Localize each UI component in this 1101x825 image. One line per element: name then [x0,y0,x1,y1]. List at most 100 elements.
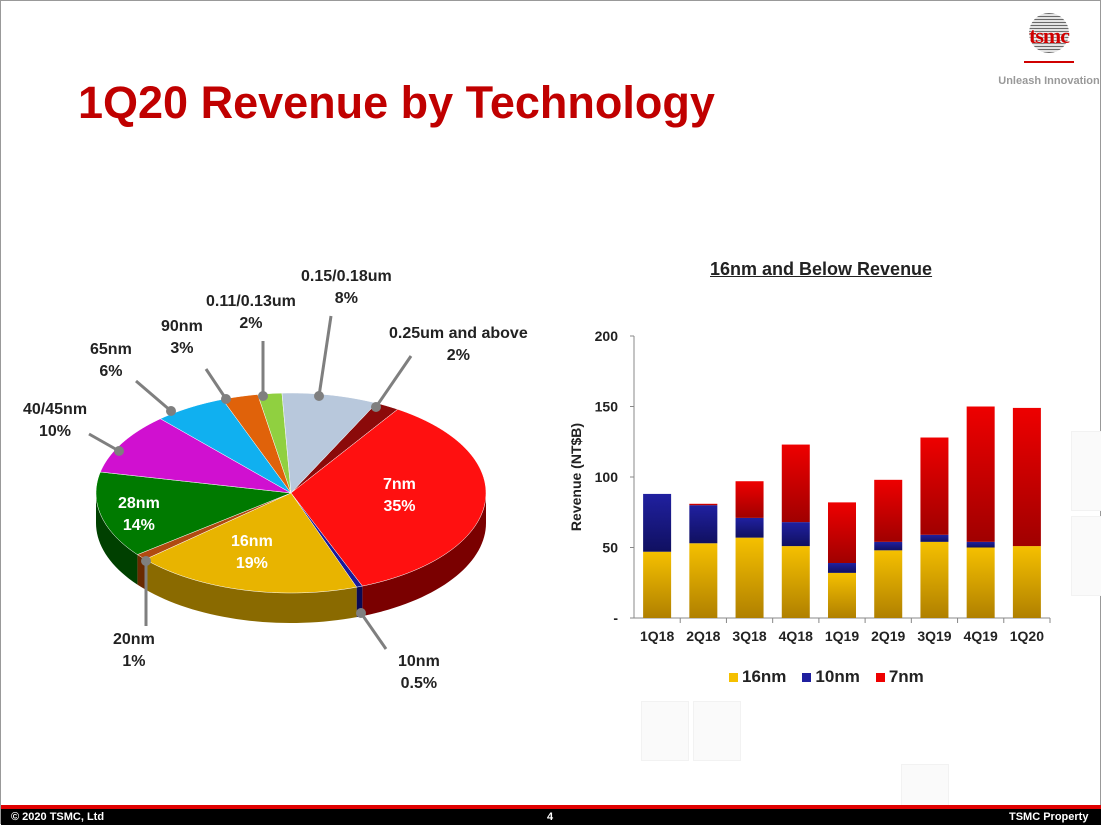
bar-10nm-1Q18 [643,493,672,552]
x-tick-label: 4Q18 [779,628,813,644]
legend-item: 16nm [729,667,786,687]
bar-16nm-3Q19 [920,541,949,618]
logo-text: tsmc [1029,23,1070,48]
pie-label-pct: 2% [446,347,470,364]
bar-10nm-4Q19 [966,541,995,548]
pie-label-name: 28nm [118,495,160,512]
pie-label: 0.11/0.13um 2% [206,291,296,335]
bar-7nm-4Q18 [781,444,810,523]
y-tick-label: 100 [595,469,619,485]
pie-label-pct: 10% [39,423,72,440]
x-tick-label: 2Q18 [686,628,720,644]
bar-7nm-2Q19 [874,479,903,542]
pie-label: 16nm 19% [231,531,273,575]
copyright: © 2020 TSMC, Ltd [11,811,105,823]
legend-swatch [729,673,738,682]
leader-dot [221,394,231,404]
pie-slice-40/45nm [99,418,292,494]
leader-dot [166,406,176,416]
pie-slice-16nm [144,492,358,594]
bar-16nm-2Q19 [874,550,903,618]
bar-10nm-1Q19 [828,563,856,573]
legend-label: 16nm [742,667,787,686]
pie-label-pct: 2% [239,315,263,332]
pie-label-pct: 6% [99,363,123,380]
pie-label-name: 10nm [398,653,440,670]
pie-label: 65nm 6% [90,339,132,383]
leader-dot [141,556,151,566]
pie-label-name: 90nm [161,318,203,335]
leader-line [135,379,172,413]
pie-label: 90nm 3% [161,316,203,360]
x-tick-label: 3Q18 [732,628,766,644]
logo-tagline: Unleash Innovation [998,75,1100,87]
pie-label-name: 20nm [113,631,155,648]
pie-label: 7nm 35% [383,474,416,518]
y-tick-label: 200 [595,328,619,344]
pie-label-pct: 0.5% [400,675,438,692]
pie-label: 0.15/0.18um 8% [301,266,392,310]
footer: © 2020 TSMC, Ltd 4 TSMC Property [1,809,1101,825]
leader-dot [258,391,268,401]
y-tick-label: 50 [602,540,618,556]
bar-7nm-2Q18 [689,503,718,506]
pie-slice-0.15/0.18um [281,392,377,494]
pie-side-16nm [145,559,357,623]
leader-line [317,315,333,397]
bar-16nm-4Q18 [781,546,810,618]
bar-7nm-4Q19 [966,406,995,542]
legend-label: 10nm [815,667,860,686]
bar-10nm-3Q19 [920,534,949,542]
pie-side-28nm [96,493,138,585]
bar-16nm-1Q20 [1012,546,1041,618]
leader-line [359,612,388,650]
leader-dot [356,608,366,618]
x-tick-label: 3Q19 [917,628,951,644]
pie-label-name: 0.25um and above [389,325,528,342]
bar-16nm-4Q19 [966,547,995,618]
legend-swatch [875,673,885,682]
x-tick-label: 2Q19 [871,628,905,644]
bar-10nm-2Q19 [874,541,903,551]
bar-10nm-3Q18 [735,517,764,538]
bar-7nm-3Q18 [735,481,764,518]
bar-16nm-2Q18 [689,543,718,618]
y-tick-label: - [613,610,618,626]
pie-label-name: 16nm [231,533,273,550]
legend-item: 7nm [875,667,924,687]
page-title: 1Q20 Revenue by Technology [78,77,715,128]
bar-7nm-1Q20 [1012,407,1041,547]
legend-swatch [802,673,812,682]
leader-dot [314,391,324,401]
page-number: 4 [547,811,554,823]
x-tick-label: 1Q18 [640,628,674,644]
pie-side-7nm [362,493,486,617]
legend-item: 10nm [802,667,860,687]
x-tick-label: 4Q19 [964,628,998,644]
leader-dot [371,402,381,412]
pie-label: 10nm 0.5% [398,651,440,695]
leader-line [374,355,413,408]
bar-7nm-1Q19 [828,502,856,564]
leader-dot [114,446,124,456]
footer-divider [1,805,1101,809]
legend-label: 7nm [888,667,924,686]
bar-7nm-3Q19 [920,437,949,535]
wafer-icon [1029,13,1069,53]
pie-label: 0.25um and above 2% [389,323,528,367]
pie-label-pct: 19% [235,555,268,572]
bar-10nm-2Q18 [689,505,718,544]
pie-label-name: 65nm [90,341,132,358]
pie-slice-28nm [95,471,292,555]
bar-16nm-1Q18 [643,551,672,618]
pie-label-pct: 35% [383,498,416,515]
pie-label: 28nm 14% [118,493,160,537]
bar-chart-title: 16nm and Below Revenue [710,259,933,279]
pie-label-name: 0.11/0.13um [206,293,296,310]
leader-line [88,432,120,453]
bar-16nm-3Q18 [735,537,764,618]
leader-line [204,368,228,400]
pie-label-name: 7nm [383,476,416,493]
